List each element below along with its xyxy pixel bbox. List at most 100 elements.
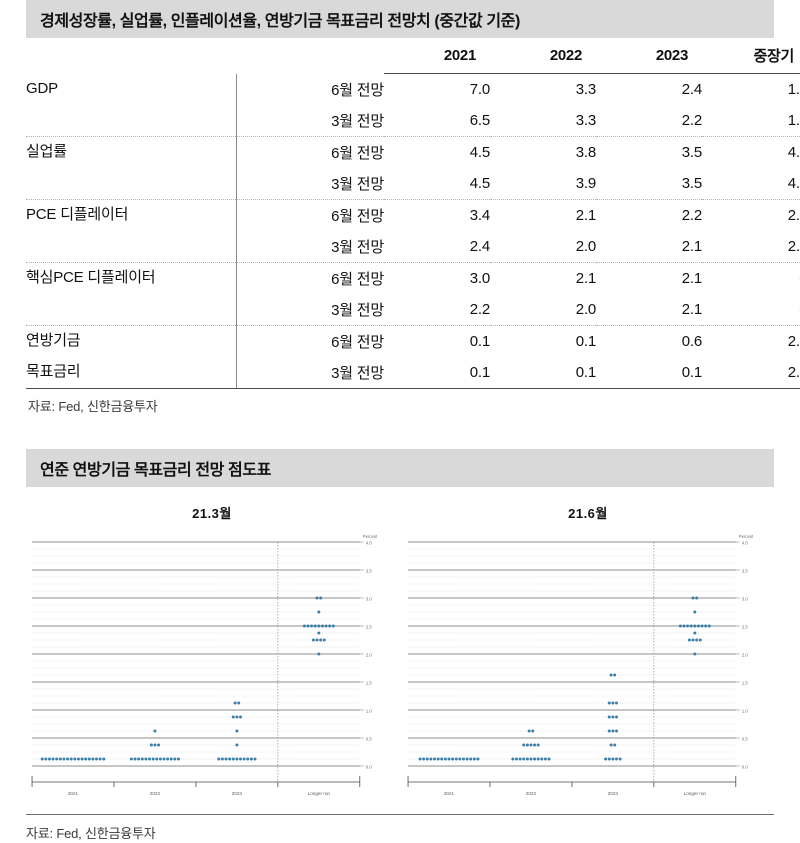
- row-value: 3.3: [575, 80, 596, 98]
- row-value: 0.1: [596, 356, 702, 389]
- table-row: 연방기금 6월 전망 0.1 0.1 0.6 2.5: [26, 325, 800, 357]
- row-value: 3.3: [490, 104, 596, 137]
- row-value: 0.1: [490, 356, 596, 389]
- row-value: 2.1: [596, 230, 702, 263]
- row-period: 3월 전망: [235, 104, 384, 137]
- svg-text:1.0: 1.0: [742, 708, 749, 713]
- row-value: 2.1: [575, 269, 596, 287]
- row-period: 3월 전망: [235, 230, 384, 263]
- table-row: 3월 전망2.42.02.12.0: [26, 230, 800, 263]
- row-value: 2.0: [702, 230, 800, 263]
- row-value: 3.8: [575, 143, 596, 161]
- row-label: GDP: [26, 79, 58, 97]
- svg-text:2.5: 2.5: [366, 624, 373, 629]
- row-value: 4.5: [384, 167, 490, 200]
- svg-text:2.5: 2.5: [742, 624, 749, 629]
- forecast-table-section: 경제성장률, 실업률, 인플레이션율, 연방기금 목표금리 전망치 (중간값 기…: [26, 0, 800, 415]
- footer-divider: [26, 813, 774, 815]
- row-value: 2.0: [787, 206, 800, 224]
- row-value: 4.0: [787, 143, 800, 161]
- svg-text:2023: 2023: [608, 791, 619, 796]
- svg-text:3.0: 3.0: [742, 596, 749, 601]
- row-value: –: [702, 262, 800, 294]
- dotplot-plot-june: 0.0 0.5 1.0 1.5 2.0 2.5 3.0 3.5 4.0 Percent 2021 20…: [402, 527, 774, 808]
- row-label: 실업률: [26, 142, 67, 160]
- col-header-longterm: 중장기: [702, 38, 800, 74]
- row-label: [26, 104, 236, 137]
- row-value: 7.0: [469, 80, 490, 98]
- svg-text:1.5: 1.5: [366, 680, 373, 685]
- svg-text:3.5: 3.5: [366, 568, 373, 573]
- row-value: 3.5: [596, 167, 702, 200]
- svg-text:Longer run: Longer run: [308, 791, 331, 796]
- row-period: 6월 전망: [235, 262, 384, 294]
- table-row: PCE 디플레이터 6월 전망 3.4 2.1 2.2 2.0: [26, 199, 800, 231]
- row-value: 2.0: [490, 230, 596, 263]
- row-value: 2.1: [575, 206, 596, 224]
- row-value: 2.0: [490, 293, 596, 326]
- dotplot-plot-march: 0.0 0.5 1.0 1.5 2.0 2.5 3.0 3.5 4.0 Percent 2021 20…: [26, 527, 398, 808]
- svg-text:4.0: 4.0: [742, 540, 749, 545]
- svg-text:0.5: 0.5: [366, 736, 373, 741]
- col-header-label: [26, 38, 236, 74]
- row-period: 6월 전망: [235, 325, 384, 357]
- svg-text:4.0: 4.0: [366, 540, 373, 545]
- row-value: 3.9: [490, 167, 596, 200]
- row-value: 4.0: [702, 167, 800, 200]
- svg-text:2.0: 2.0: [742, 652, 749, 657]
- svg-text:0.0: 0.0: [742, 764, 749, 769]
- col-header-2023: 2023: [596, 38, 702, 74]
- svg-text:2022: 2022: [526, 791, 537, 796]
- svg-text:2021: 2021: [68, 791, 79, 796]
- row-label: 목표금리: [26, 356, 236, 389]
- svg-text:Percent: Percent: [363, 534, 378, 539]
- svg-text:2023: 2023: [232, 791, 243, 796]
- row-value: –: [702, 293, 800, 326]
- row-period: 6월 전망: [235, 73, 384, 105]
- row-value: 0.1: [469, 332, 490, 350]
- svg-text:2.0: 2.0: [366, 652, 373, 657]
- dotplot-chart-june-title: 21.6월: [568, 505, 608, 521]
- row-value: 0.1: [575, 332, 596, 350]
- dotplot-source-note: 자료: Fed, 신한금융투자: [26, 825, 156, 841]
- row-period: 3월 전망: [235, 293, 384, 326]
- forecast-table-title: 경제성장률, 실업률, 인플레이션율, 연방기금 목표금리 전망치 (중간값 기…: [26, 0, 774, 38]
- table-header-row: 2021 2022 2023 중장기: [26, 38, 800, 74]
- row-value: 2.1: [596, 293, 702, 326]
- dotplot-chart-march-title: 21.3월: [192, 505, 232, 521]
- row-value: 3.5: [681, 143, 702, 161]
- row-value: 2.4: [681, 80, 702, 98]
- svg-text:2022: 2022: [150, 791, 161, 796]
- svg-text:Longer run: Longer run: [684, 791, 707, 796]
- dotplot-section-title: 연준 연방기금 목표금리 전망 점도표: [26, 448, 774, 487]
- svg-text:0.0: 0.0: [366, 764, 373, 769]
- svg-text:Percent: Percent: [739, 534, 754, 539]
- dotplot-section: 연준 연방기금 목표금리 전망 점도표 21.3월 0.0 0.5 1.0 1.5 2.…: [26, 448, 774, 842]
- row-value: 0.1: [384, 356, 490, 389]
- row-period: 3월 전망: [235, 167, 384, 200]
- row-value: 2.1: [681, 269, 702, 287]
- table-row: 3월 전망2.22.02.1–: [26, 293, 800, 326]
- row-period: 6월 전망: [235, 136, 384, 168]
- row-label: 연방기금: [26, 331, 81, 349]
- row-label: [26, 230, 236, 263]
- dotplot-chart-june: 21.6월 0.0 0.5 1.0 1.5 2.0 2.5 3.0 3.5 4.0 Percent…: [402, 493, 774, 808]
- row-value: 2.2: [596, 104, 702, 137]
- forecast-table-head: 2021 2022 2023 중장기: [26, 38, 800, 74]
- table-row: 3월 전망6.53.32.21.8: [26, 104, 800, 137]
- col-header-2022: 2022: [490, 38, 596, 74]
- table-row: 3월 전망4.53.93.54.0: [26, 167, 800, 200]
- svg-text:1.5: 1.5: [742, 680, 749, 685]
- row-value: 2.2: [681, 206, 702, 224]
- row-value: 2.4: [384, 230, 490, 263]
- table-row: GDP 6월 전망 7.0 3.3 2.4 1.8: [26, 73, 800, 105]
- row-label: [26, 167, 236, 200]
- row-value: 3.4: [469, 206, 490, 224]
- svg-text:0.5: 0.5: [742, 736, 749, 741]
- row-period: 3월 전망: [235, 356, 384, 389]
